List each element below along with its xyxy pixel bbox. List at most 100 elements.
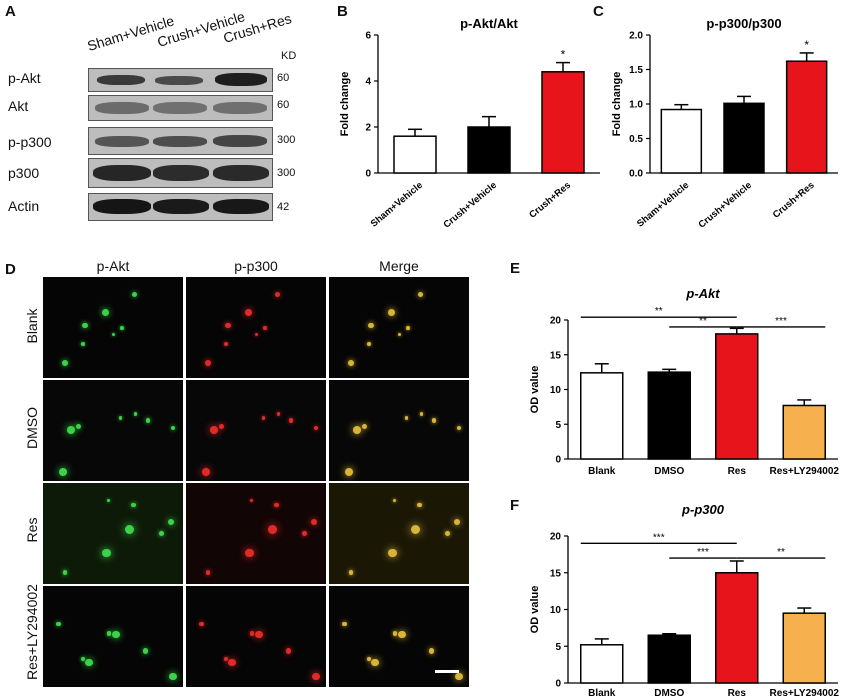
cell-spot (159, 531, 164, 536)
cell-spot (310, 518, 318, 526)
y-tick-label: 15 (550, 568, 562, 579)
cell-spot (411, 525, 421, 535)
x-tick-label: Res+LY294002 (770, 466, 840, 476)
significance-label: ** (655, 306, 663, 317)
column-label-p-p300: p-p300 (234, 258, 278, 274)
column-label-p-akt: p-Akt (96, 258, 130, 274)
y-tick-label: 20 (550, 532, 562, 543)
micrograph-cell (186, 483, 326, 584)
cell-spot (125, 525, 135, 535)
x-tick-label: Res (728, 688, 747, 698)
micrograph-cell (186, 380, 326, 481)
significance-label: *** (697, 547, 709, 558)
kd-p300: 300 (277, 167, 296, 179)
cell-spot (112, 631, 120, 639)
cell-spot (288, 417, 294, 423)
cell-spot (111, 332, 116, 337)
y-tick-label: 10 (550, 385, 562, 396)
cell-spot (397, 332, 402, 337)
x-tick-label: Crush+Vehicle (441, 180, 498, 231)
kd-p-p300: 300 (277, 134, 296, 146)
cell-spot (388, 548, 397, 558)
micrograph-cell (43, 586, 183, 687)
cell-spot (224, 342, 228, 346)
cell-spot (82, 322, 88, 329)
blot-strip-akt (88, 95, 273, 121)
cell-spot (67, 425, 76, 434)
cell-spot (268, 525, 278, 535)
x-tick-label: Crush+Res (527, 180, 573, 221)
cell-spot (250, 498, 254, 503)
y-tick-label: 4 (365, 77, 371, 88)
panel-label-e: E (510, 260, 521, 277)
micrograph-cell (329, 380, 469, 481)
cell-spot (398, 631, 406, 639)
cell-spot (393, 498, 397, 503)
kd-actin: 42 (277, 201, 290, 213)
cell-spot (457, 425, 462, 431)
bar-0 (660, 108, 703, 174)
cell-spot (210, 425, 219, 434)
cell-spot (198, 621, 204, 627)
cell-spot (263, 326, 268, 331)
cell-spot (345, 467, 353, 476)
y-tick-label: 0.5 (629, 134, 643, 145)
cell-spot (261, 416, 266, 420)
chart-b-p-akt-akt: p-Akt/Akt Fold change 0 2 4 6 Sham+Vehicle Crus… (339, 18, 600, 231)
cell-spot (419, 411, 424, 416)
bar-0 (580, 644, 624, 684)
cell-spot (274, 291, 281, 297)
x-tick-label: Sham+Vehicle (635, 180, 691, 230)
significance-star: * (561, 48, 566, 62)
blot-strip-p-akt (88, 68, 273, 92)
blot-strip-p300 (88, 158, 273, 188)
cell-spot (145, 417, 151, 423)
bar-1 (647, 371, 691, 460)
chart-title: p-Akt (685, 286, 720, 301)
blot-strip-p-p300 (88, 127, 273, 155)
cell-spot (245, 309, 253, 317)
kd-akt: 60 (277, 99, 290, 111)
cell-spot (81, 657, 86, 661)
row-label-res-ly294002: Res+LY294002 (24, 584, 40, 680)
micrograph-cell (43, 277, 183, 378)
cell-spot (361, 423, 368, 430)
cell-spot (85, 659, 93, 667)
cell-spot (348, 359, 355, 366)
cell-spot (406, 326, 411, 331)
cell-spot (224, 657, 229, 661)
cell-spot (285, 648, 292, 655)
cell-spot (341, 621, 347, 627)
significance-label: ** (699, 316, 707, 327)
x-tick-label: DMSO (654, 688, 684, 698)
bar-2 (715, 333, 759, 460)
cell-spot (131, 502, 137, 508)
cell-spot (62, 359, 69, 366)
blot-label-akt: Akt (8, 98, 29, 114)
panel-label-c: C (593, 3, 604, 20)
cell-spot (118, 416, 123, 420)
y-axis-label: Fold change (339, 72, 351, 137)
cell-spot (245, 548, 254, 558)
cell-spot (55, 621, 61, 627)
cell-spot (102, 309, 110, 317)
significance-label: *** (653, 532, 665, 543)
cell-spot (302, 531, 307, 536)
cell-spot (202, 467, 210, 476)
bar-3 (782, 404, 826, 460)
cell-spot (388, 309, 396, 317)
cell-spot (255, 631, 263, 639)
bar-1 (467, 126, 511, 174)
y-tick-label: 5 (555, 420, 561, 431)
cell-spot (225, 322, 231, 329)
y-tick-label: 0 (365, 169, 371, 180)
cell-spot (404, 416, 409, 420)
cell-spot (133, 411, 138, 416)
micrograph-cell (186, 277, 326, 378)
cell-spot (107, 498, 111, 503)
cell-spot (254, 332, 259, 337)
cell-spot (107, 631, 112, 636)
cell-spot (169, 672, 177, 681)
y-tick-label: 6 (365, 31, 371, 42)
cell-spot (431, 417, 437, 423)
